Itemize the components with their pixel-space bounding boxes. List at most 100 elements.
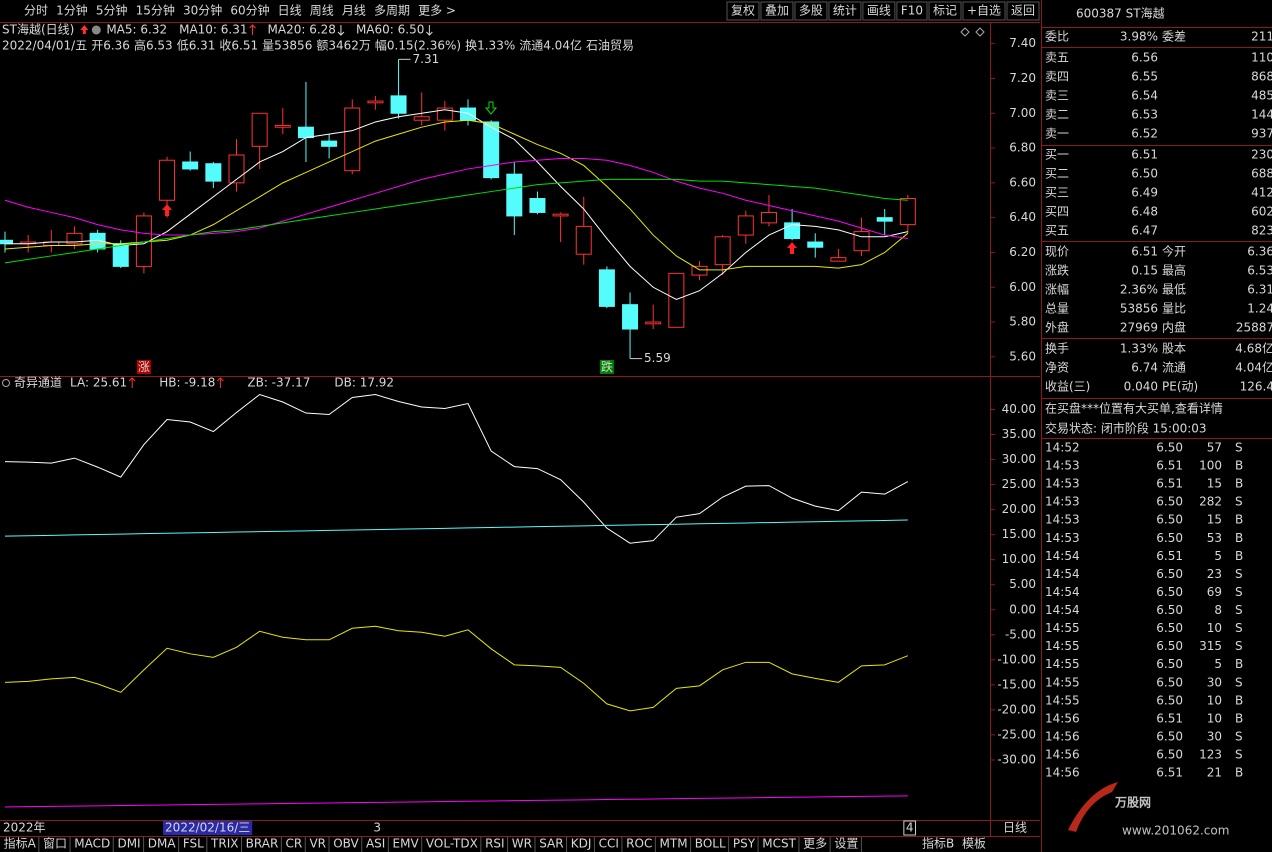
toolbar-button[interactable]: 返回 xyxy=(1011,4,1035,18)
indicator-tab[interactable]: PSY xyxy=(733,837,756,851)
indicator-tab[interactable]: DMA xyxy=(148,837,177,851)
quote-cell: B xyxy=(1235,693,1243,707)
candle-body xyxy=(575,225,592,255)
period-tab[interactable]: 15分钟 xyxy=(136,3,175,18)
quote-cell: 5 xyxy=(1214,549,1222,563)
toolbar-button[interactable]: 标记 xyxy=(933,4,957,18)
indicator-tab[interactable]: VR xyxy=(309,837,326,851)
indicator-tab[interactable]: 更多 xyxy=(803,837,827,851)
indicator-line xyxy=(4,158,908,240)
quote-cell: B xyxy=(1235,477,1243,491)
period-tab[interactable]: 多周期 xyxy=(374,4,410,18)
toolbar-button[interactable]: 多股 xyxy=(799,4,823,18)
legend-icon xyxy=(80,25,89,34)
indicator-tab[interactable]: MACD xyxy=(74,837,110,851)
indicator-tab[interactable]: 指标A xyxy=(4,836,37,851)
indicator-tab[interactable]: FSL xyxy=(183,837,204,851)
quote-cell: 6.31 xyxy=(1247,283,1272,297)
toolbar-button[interactable]: 统计 xyxy=(833,4,857,18)
candle-body xyxy=(182,161,199,170)
buy-arrow xyxy=(162,204,172,216)
side-tab[interactable]: 模板 xyxy=(962,837,986,851)
quote-cell: 6.51 xyxy=(1156,549,1183,563)
candle-body xyxy=(830,257,847,262)
indicator-tab[interactable]: MTM xyxy=(660,837,688,851)
indicator-tab[interactable]: 窗口 xyxy=(43,837,67,851)
candle-body xyxy=(899,198,916,226)
quote-cell: 10 xyxy=(1207,621,1222,635)
quote-cell: 6.50 xyxy=(1131,167,1158,181)
period-tab[interactable]: 更多 > xyxy=(418,4,456,18)
indicator-tab[interactable]: EMV xyxy=(393,837,420,851)
period-tab[interactable]: 分时 xyxy=(24,4,48,18)
quote-cell: 688 xyxy=(1251,167,1272,181)
period-tab[interactable]: 60分钟 xyxy=(230,3,269,18)
stock-title: 600387 ST海越 xyxy=(1076,6,1165,21)
quote-cell: 25887 xyxy=(1236,321,1272,335)
quote-cell: 602 xyxy=(1251,205,1272,219)
period-tab[interactable]: 月线 xyxy=(342,4,366,18)
period-tab[interactable]: 1分钟 xyxy=(56,3,88,18)
notice-link[interactable]: 在买盘***位置有大买单,查看详情 xyxy=(1045,401,1223,416)
quote-cell: 流通 xyxy=(1162,361,1186,375)
quote-cell: 6.50 xyxy=(1156,675,1183,689)
y-tick-label: 6.40 xyxy=(1009,210,1036,224)
quote-cell: 10 xyxy=(1207,711,1222,725)
chart-icons xyxy=(960,27,985,37)
period-tab[interactable]: 5分钟 xyxy=(96,3,128,18)
quote-cell: 14:53 xyxy=(1045,495,1080,509)
signal-label: 跌 xyxy=(601,359,613,374)
indicator-tab[interactable]: CCI xyxy=(599,837,619,851)
toolbar-button[interactable]: 复权 xyxy=(731,4,755,18)
indicator-tab[interactable]: TRIX xyxy=(210,837,238,851)
period-tab[interactable]: 30分钟 xyxy=(183,3,222,18)
quote-cell: 123 xyxy=(1199,748,1222,762)
indicator-tab[interactable]: ASI xyxy=(366,837,385,851)
quote-cell: 现价 xyxy=(1045,245,1069,259)
indicator-tab[interactable]: RSI xyxy=(485,837,505,851)
date-frame xyxy=(903,820,916,836)
indicator-tab[interactable]: 设置 xyxy=(834,837,858,851)
indicator-tab[interactable]: KDJ xyxy=(571,837,592,851)
candle-body xyxy=(251,112,268,147)
candle-body xyxy=(483,121,500,179)
toolbar-button[interactable]: F10 xyxy=(901,4,923,18)
quote-cell: 15 xyxy=(1207,513,1222,527)
indicator-tab[interactable]: ROC xyxy=(626,837,652,851)
quote-cell: 2.36% xyxy=(1120,283,1158,297)
side-tab[interactable]: 指标B xyxy=(922,836,954,851)
quote-cell: 卖四 xyxy=(1045,70,1069,84)
indicator-line xyxy=(4,625,909,712)
info-segment: 额3462万 xyxy=(316,39,371,53)
candle-body xyxy=(0,239,13,245)
quote-cell: 净资 xyxy=(1045,361,1069,375)
candle-body xyxy=(297,126,314,139)
toolbar-button[interactable]: 画线 xyxy=(867,4,891,18)
period-tab[interactable]: 日线 xyxy=(278,4,302,18)
indicator-tab[interactable]: OBV xyxy=(333,837,359,851)
period-tab[interactable]: 周线 xyxy=(310,4,334,18)
info-segment: 量53856 xyxy=(262,39,312,53)
quote-cell: 委比 xyxy=(1045,30,1069,44)
indicator-tab[interactable]: CR xyxy=(286,837,303,851)
toolbar-button[interactable]: +自选 xyxy=(967,4,1001,18)
signal-label: 涨 xyxy=(138,359,150,374)
quote-cell: 14:55 xyxy=(1045,693,1080,707)
candle-body xyxy=(622,304,639,330)
indicator-tab[interactable]: SAR xyxy=(539,837,563,851)
indicator-tab[interactable]: DMI xyxy=(117,837,140,851)
quote-cell: 最低 xyxy=(1162,283,1186,297)
indicator-tab[interactable]: BRAR xyxy=(246,837,279,851)
x-tick-label: 2022/02/16/三 xyxy=(165,821,250,835)
quote-cell: 买二 xyxy=(1045,167,1069,181)
quote-cell: 1.24 xyxy=(1247,302,1272,316)
quote-cell: 14:53 xyxy=(1045,477,1080,491)
indicator-tab[interactable]: BOLL xyxy=(695,837,726,851)
indicator-tab[interactable]: VOL-TDX xyxy=(426,837,478,851)
y-tick-label: 10.00 xyxy=(1002,552,1036,566)
candle-body xyxy=(274,124,291,128)
toolbar-button[interactable]: 叠加 xyxy=(765,4,789,18)
indicator-tab[interactable]: WR xyxy=(512,837,532,851)
indicator-tab[interactable]: MCST xyxy=(762,837,796,851)
